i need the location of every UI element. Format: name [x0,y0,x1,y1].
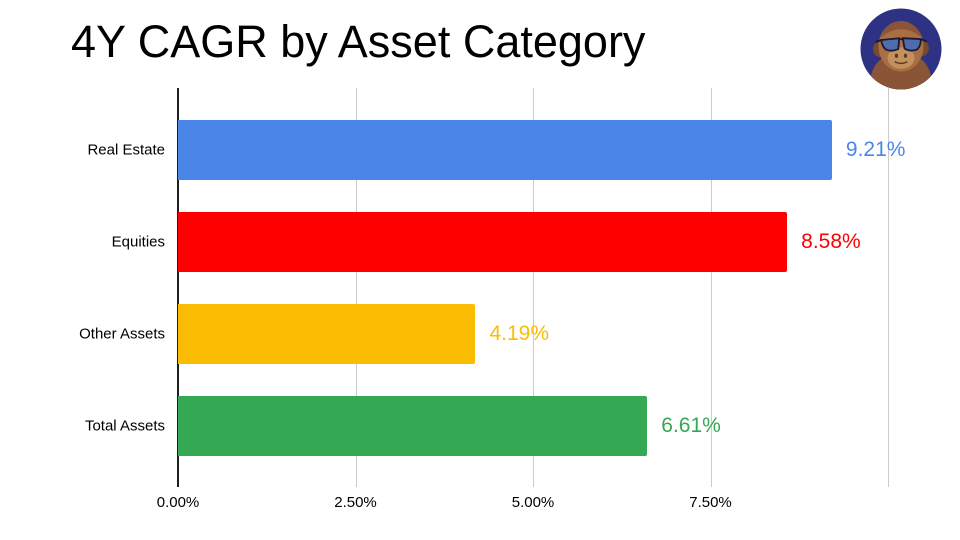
gorilla-avatar-icon [860,8,942,90]
bar-total-assets [178,396,648,456]
category-label-total-assets: Total Assets [84,417,165,435]
value-label-other-assets: 4.19% [489,322,550,345]
bar-equities [178,212,788,272]
x-axis-tick-labels: 0.00% 2.50% 5.00% 7.50% [157,494,888,518]
x-tick-0.00: 0.00% [156,494,200,511]
x-tick-5.00: 5.00% [511,494,555,511]
x-tick-2.50: 2.50% [334,494,377,511]
value-label-real-estate: 9.21% [845,138,906,161]
bar-real-estate [178,120,832,180]
category-axis: Real Estate Equities Other Assets Total Ass… [0,88,165,487]
y-axis-line [177,88,179,487]
gridline-5 [533,88,534,487]
category-label-equities: Equities [111,233,165,251]
category-label-other-assets: Other Assets [79,325,165,343]
x-tick-7.50: 7.50% [689,494,732,511]
bar-other-assets [178,304,476,364]
gridline-2.5 [355,88,357,487]
category-label-real-estate: Real Estate [87,141,165,159]
chart-title: 4Y CAGR by Asset Category [71,16,646,67]
value-label-equities: 8.58% [801,230,861,253]
value-label-total-assets: 6.61% [661,414,721,437]
plot-area: 9.21% 8.58% 4.19% 6.61% [177,88,905,487]
gridline-10 [888,88,889,487]
gridline-7.5 [710,88,712,487]
